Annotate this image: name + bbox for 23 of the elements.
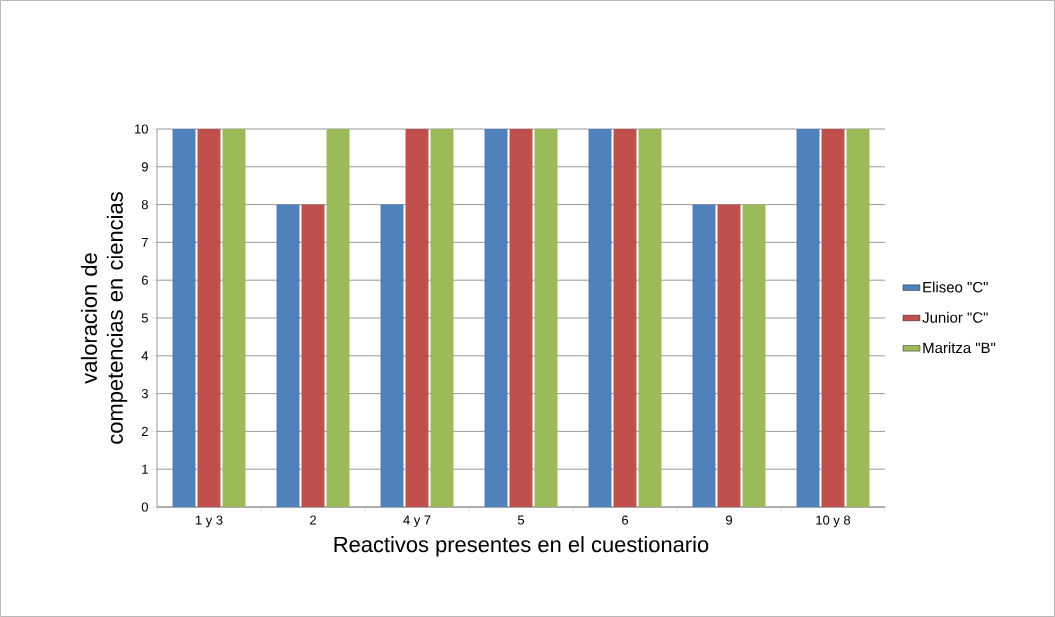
x-tick-label: 4 y 7 [403,515,431,528]
x-tick-label: 6 [622,515,629,525]
legend-label: Eliseo "C" [923,281,988,293]
y-tick-label: 9 [141,162,148,172]
x-tick-label: 5 [517,515,525,525]
y-tick-label: 4 [141,351,149,361]
x-tick-label: 1 y 3 [195,515,223,528]
y-tick-label: 2 [141,426,148,436]
y-tick-label: 5 [141,313,148,323]
y-tick-label: 10 [135,124,148,134]
y-tick-label: 1 [142,464,148,474]
x-tick-label: 10 y 8 [816,515,851,528]
y-tick-label: 7 [141,237,148,247]
x-tick-label: 9 [726,515,732,525]
y-tick-label: 6 [141,275,148,285]
x-axis-title: Reactivos presentes en el cuestionario [334,536,709,557]
y-tick-label: 3 [141,389,148,399]
y-tick-label: 0 [141,502,148,512]
y-axis-title: valoracion de competencias en ciencias [80,192,128,444]
legend-label: Maritza "B" [923,342,996,354]
x-tick-label: 2 [310,515,316,525]
y-tick-label: 8 [141,200,148,210]
legend-label: Junior "C" [922,311,988,323]
